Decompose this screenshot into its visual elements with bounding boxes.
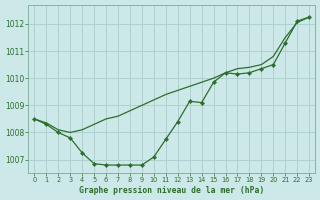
X-axis label: Graphe pression niveau de la mer (hPa): Graphe pression niveau de la mer (hPa) [79, 186, 264, 195]
